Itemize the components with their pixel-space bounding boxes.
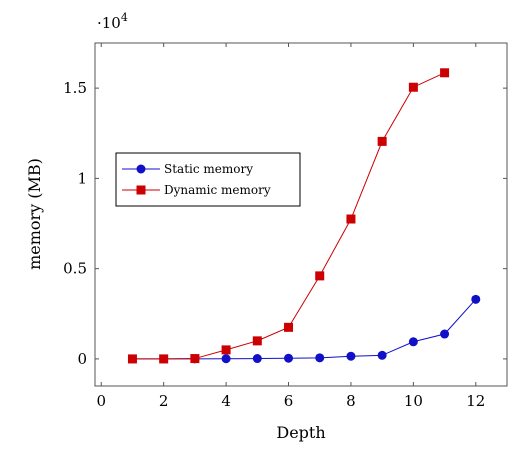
- y-tick-label: 0: [77, 350, 87, 368]
- data-point: [408, 337, 418, 347]
- x-tick-label: 4: [221, 392, 231, 410]
- data-point: [221, 354, 231, 364]
- data-point: [284, 322, 294, 332]
- y-tick-label: 1: [77, 169, 87, 187]
- legend-box: [115, 152, 301, 207]
- data-point: [440, 68, 450, 78]
- data-point: [127, 354, 137, 364]
- data-point: [408, 82, 418, 92]
- x-axis-title: Depth: [276, 423, 325, 442]
- data-point: [252, 354, 262, 364]
- y-tick-labels: 0 0.5 1 1.5: [63, 79, 87, 368]
- data-point: [284, 353, 294, 363]
- x-tick-label: 12: [466, 392, 485, 410]
- data-point: [471, 294, 481, 304]
- legend: Static memory Dynamic memory: [115, 152, 301, 207]
- legend-static-marker: [136, 164, 146, 174]
- data-point: [346, 351, 356, 361]
- series-line: [132, 299, 477, 360]
- x-tick-label: 2: [159, 392, 169, 410]
- data-point: [377, 350, 387, 360]
- data-point: [252, 336, 262, 346]
- series-dynamic-memory: [127, 68, 450, 364]
- data-point: [190, 354, 200, 364]
- axis-ticks: [95, 43, 507, 386]
- legend-dynamic-marker: [136, 185, 146, 195]
- data-point: [315, 353, 325, 363]
- data-point: [159, 354, 169, 364]
- y-scale-exponent: 4: [121, 11, 128, 24]
- data-point: [440, 329, 450, 339]
- legend-static-label: Static memory: [164, 162, 253, 176]
- x-tick-label: 8: [346, 392, 356, 410]
- data-point: [346, 214, 356, 224]
- x-tick-labels: 0 2 4 6 8 10 12: [96, 392, 485, 410]
- data-point: [315, 271, 325, 281]
- y-tick-label: 1.5: [63, 79, 87, 97]
- y-scale-label: ·104: [97, 11, 128, 32]
- y-axis-title: memory (MB): [25, 158, 44, 270]
- x-tick-label: 10: [404, 392, 423, 410]
- plot-frame: [94, 42, 508, 387]
- x-tick-label: 0: [96, 392, 106, 410]
- data-point: [221, 345, 231, 355]
- series-line: [132, 72, 445, 360]
- data-point: [377, 136, 387, 146]
- series-static-memory: [127, 294, 481, 364]
- legend-dynamic-label: Dynamic memory: [164, 183, 271, 197]
- y-tick-label: 0.5: [63, 260, 87, 278]
- x-tick-label: 6: [284, 392, 294, 410]
- series-layer: [127, 68, 481, 364]
